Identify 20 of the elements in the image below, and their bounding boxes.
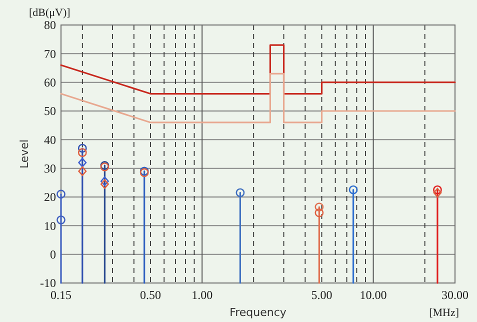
y-tick-label: 80 [44, 18, 56, 32]
y-tick-label: 40 [44, 132, 56, 147]
x-tick-label: 30.00 [442, 288, 468, 302]
x-tick-label: 5.00 [311, 288, 332, 302]
y-tick-label: 0 [50, 248, 56, 262]
y-tick-label: -10 [40, 276, 56, 290]
x-tick-label: 0.15 [50, 288, 72, 302]
x-tick-label: 10.00 [360, 288, 387, 302]
y-tick-label: 50 [44, 104, 56, 118]
y-tick-label: 10 [44, 218, 56, 233]
text: [dB(μV)] [29, 7, 70, 19]
y-axis-title: Level [18, 139, 31, 169]
y-tick-label: 30 [44, 162, 56, 176]
y-tick-label: 60 [44, 76, 56, 90]
x-tick-label: 0.50 [140, 288, 162, 302]
y-tick-label: 20 [44, 190, 56, 204]
text: [MHz] [429, 307, 459, 319]
y-tick-label: 70 [44, 46, 56, 61]
x-axis-title: Frequency [230, 306, 287, 319]
x-tick-label: 1.00 [192, 288, 213, 302]
